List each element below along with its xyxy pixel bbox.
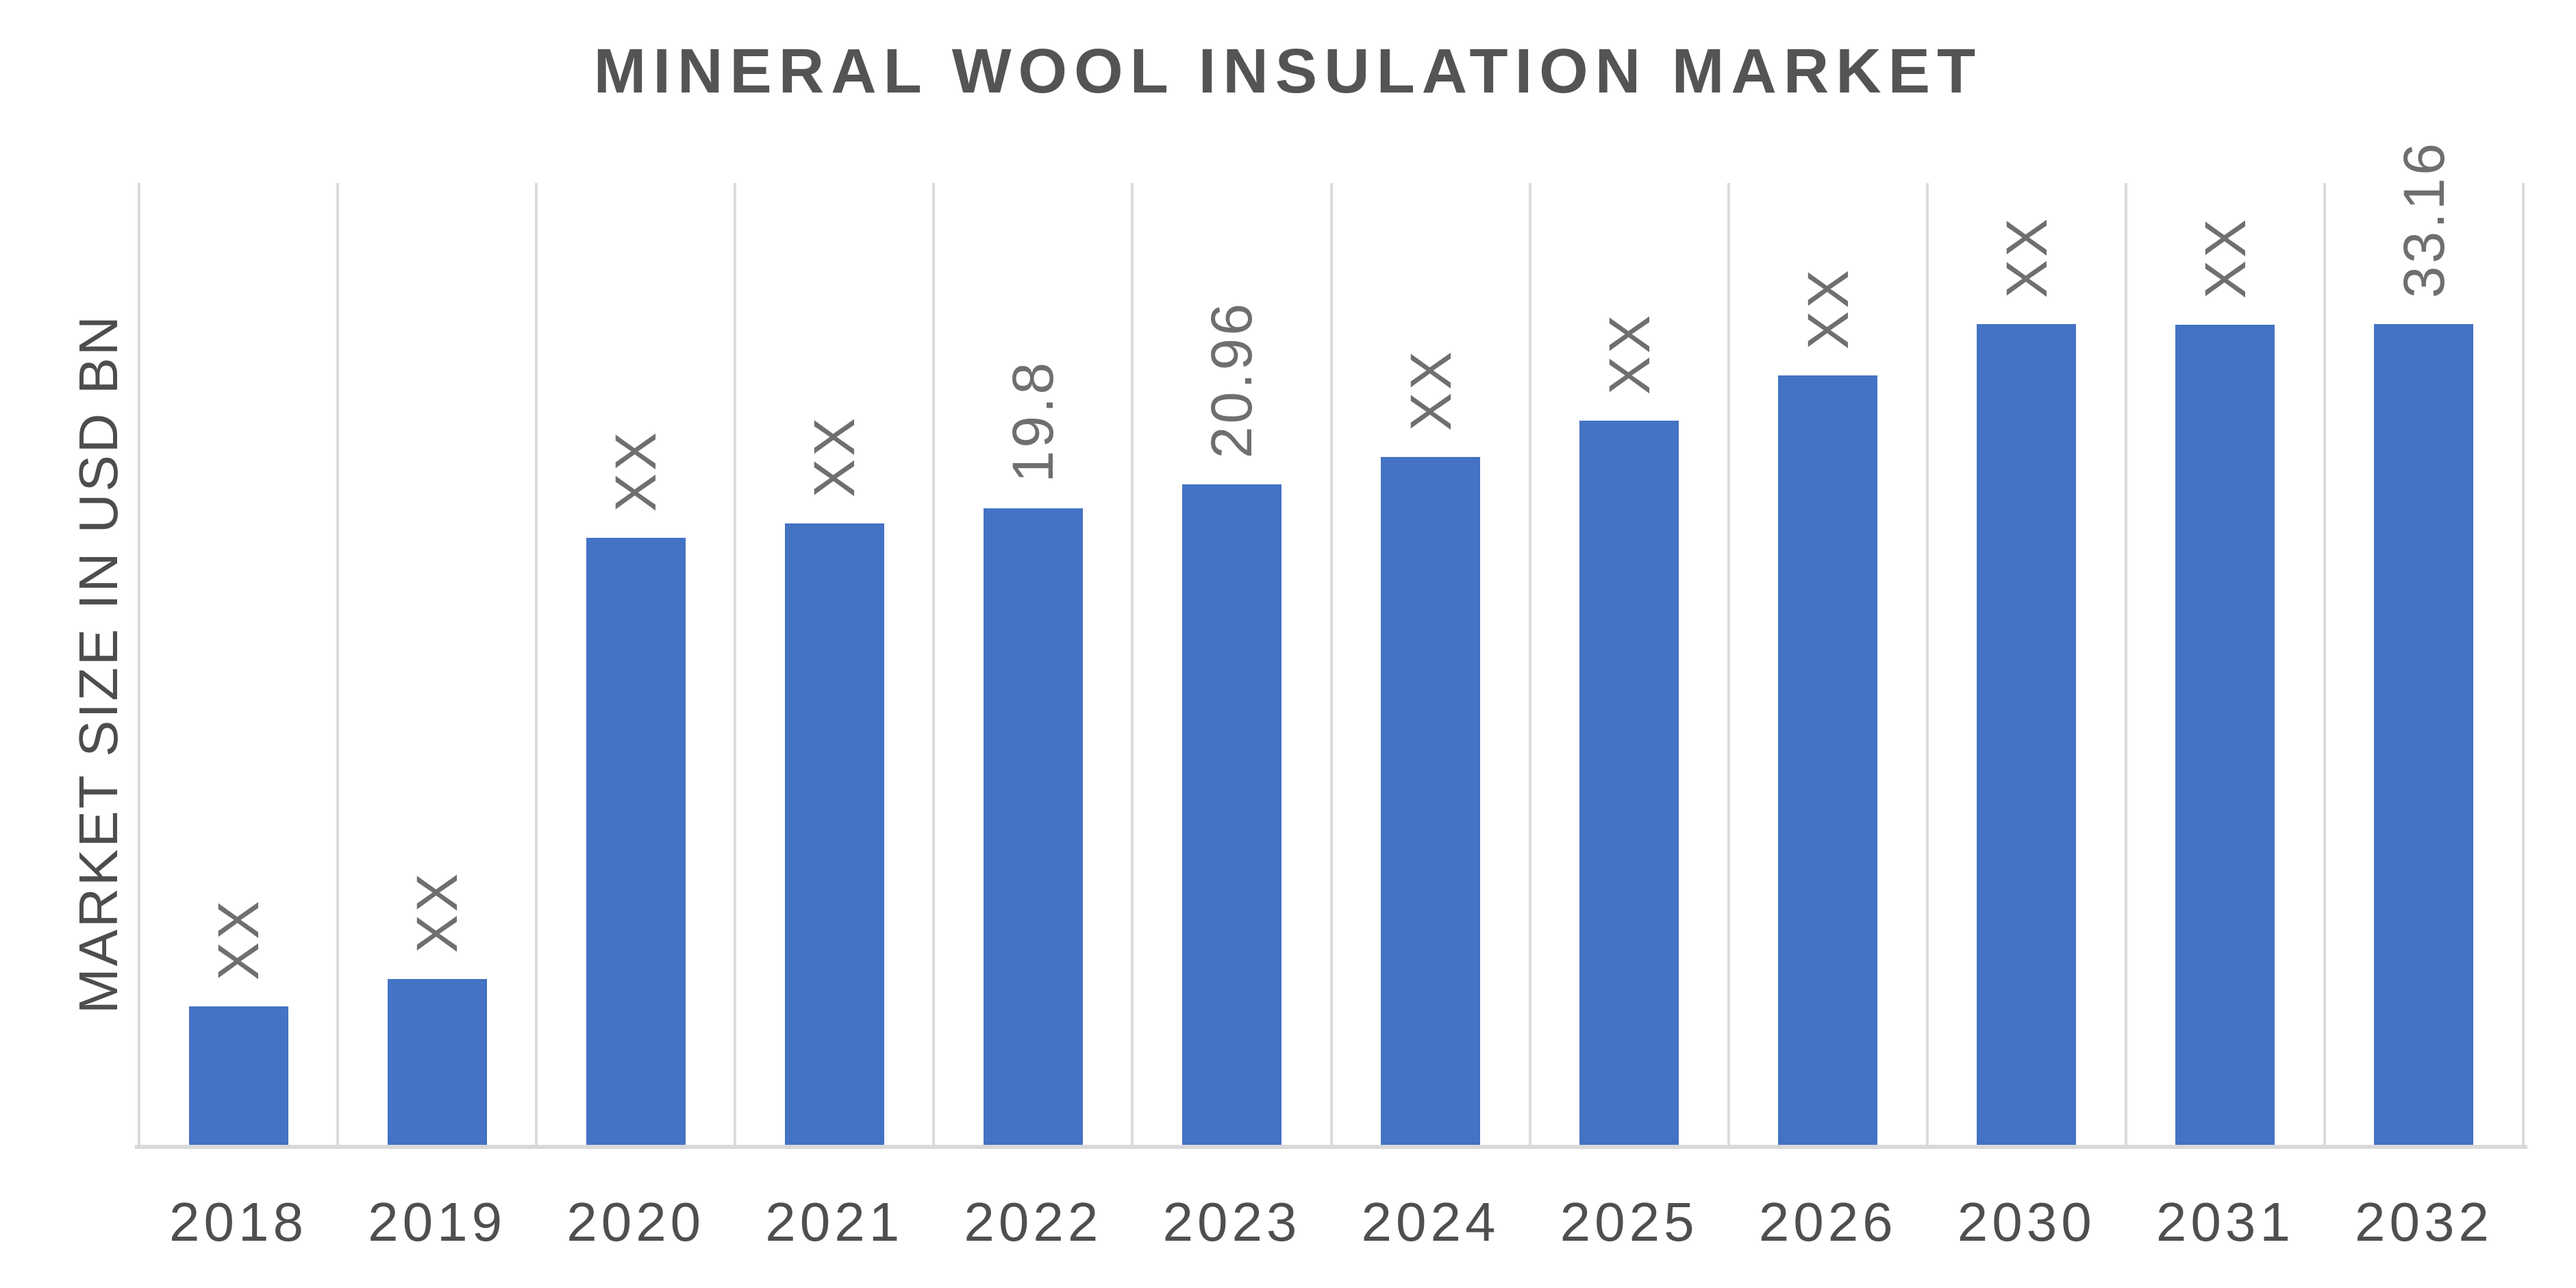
gridline <box>2522 183 2525 1145</box>
x-axis-tick-2025: 2025 <box>1560 1191 1699 1252</box>
x-axis-tick-2020: 2020 <box>566 1191 705 1252</box>
bar-2019 <box>387 979 487 1145</box>
gridline <box>1329 183 1333 1145</box>
bar-value-label-2031: XX <box>2192 216 2258 299</box>
bar-2030 <box>1977 324 2077 1145</box>
gridline <box>2323 183 2326 1145</box>
x-axis-tick-2021: 2021 <box>765 1191 904 1252</box>
x-axis-tick-2032: 2032 <box>2354 1191 2493 1252</box>
bar-value-label-2026: XX <box>1795 267 1860 349</box>
bar-2018 <box>188 1006 288 1145</box>
plot-area: XX XX XX XX 19.8 20.96 XX XX XX XX XX 33.16 <box>138 140 2525 1145</box>
bar-value-label-2025: XX <box>1597 312 1662 395</box>
bar-value-label-2022: 19.8 <box>1001 359 1066 483</box>
bar-2031 <box>2175 325 2275 1145</box>
gridline <box>138 183 140 1145</box>
gridline <box>1528 183 1531 1145</box>
bar-2026 <box>1778 375 1878 1145</box>
x-axis-tick-2018: 2018 <box>169 1191 308 1252</box>
gridline <box>336 183 340 1145</box>
gridline <box>535 183 538 1145</box>
chart-title: MINERAL WOOL INSULATION MARKET <box>593 36 1983 106</box>
bar-value-label-2020: XX <box>603 429 668 512</box>
x-axis-tick-2023: 2023 <box>1162 1191 1301 1252</box>
gridline <box>734 183 737 1145</box>
gridline <box>1727 183 1730 1145</box>
x-axis-tick-2031: 2031 <box>2155 1191 2294 1252</box>
x-axis-tick-2026: 2026 <box>1758 1191 1897 1252</box>
y-axis-title: MARKET SIZE IN USD BN <box>68 314 129 1014</box>
bar-2020 <box>586 538 686 1145</box>
bar-2032 <box>2374 324 2474 1145</box>
bar-value-label-2021: XX <box>802 414 867 497</box>
gridline <box>1925 183 1929 1145</box>
gridline <box>1131 183 1134 1145</box>
x-axis: 2018 2019 2020 2021 2022 2023 2024 2025 2026 2030… <box>139 1191 2523 1266</box>
bar-2025 <box>1579 421 1679 1145</box>
gridline <box>932 183 936 1145</box>
bar-value-label-2030: XX <box>1994 215 2059 298</box>
bar-2024 <box>1381 457 1481 1145</box>
x-axis-tick-2024: 2024 <box>1361 1191 1500 1252</box>
bar-value-label-2019: XX <box>405 870 470 953</box>
bar-value-label-2032: 33.16 <box>2391 140 2456 298</box>
gridline <box>2124 183 2127 1145</box>
bar-value-label-2024: XX <box>1398 348 1463 431</box>
bar-value-label-2023: 20.96 <box>1199 300 1264 458</box>
bar-2021 <box>784 523 884 1145</box>
bar-2023 <box>1181 484 1281 1145</box>
x-axis-tick-2019: 2019 <box>368 1191 507 1252</box>
x-axis-tick-2022: 2022 <box>964 1191 1103 1252</box>
bar-value-label-2018: XX <box>206 897 271 980</box>
x-axis-tick-2030: 2030 <box>1957 1191 2096 1252</box>
bar-2022 <box>983 508 1083 1145</box>
x-axis-line <box>135 1145 2527 1149</box>
